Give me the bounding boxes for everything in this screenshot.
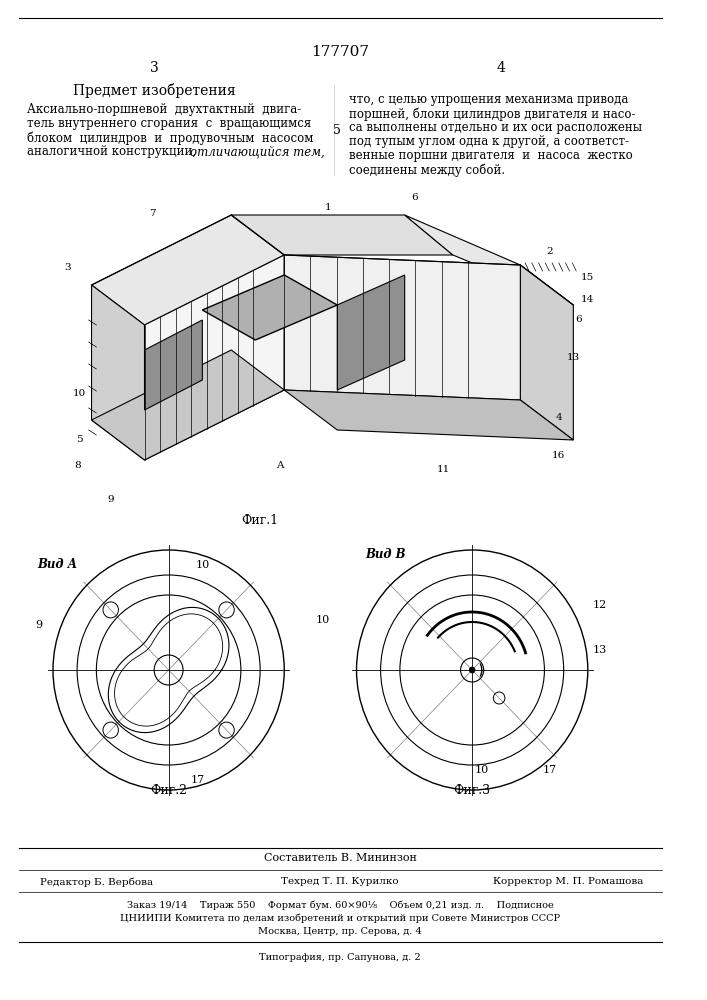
Text: Типография, пр. Сапунова, д. 2: Типография, пр. Сапунова, д. 2 <box>259 954 421 962</box>
Text: отличающийся тем,: отличающийся тем, <box>189 145 325 158</box>
Text: 9: 9 <box>107 495 114 504</box>
Polygon shape <box>144 255 284 460</box>
Circle shape <box>103 602 118 618</box>
Polygon shape <box>231 215 453 255</box>
Text: соединены между собой.: соединены между собой. <box>349 163 505 177</box>
Text: 12: 12 <box>592 600 607 610</box>
Text: Редактор Б. Вербова: Редактор Б. Вербова <box>40 877 153 887</box>
Text: Вид В: Вид В <box>366 548 406 562</box>
Text: 17: 17 <box>542 765 556 775</box>
Text: блоком  цилиндров  и  продувочным  насосом: блоком цилиндров и продувочным насосом <box>27 131 313 145</box>
Text: аналогичной конструкции,: аналогичной конструкции, <box>27 145 200 158</box>
Text: под тупым углом одна к другой, а соответст-: под тупым углом одна к другой, а соответ… <box>349 135 629 148</box>
Text: Фиг.2: Фиг.2 <box>150 784 187 796</box>
Polygon shape <box>202 275 337 340</box>
Text: венные поршни двигателя  и  насоса  жестко: венные поршни двигателя и насоса жестко <box>349 149 633 162</box>
Text: Составитель В. Мининзон: Составитель В. Мининзон <box>264 853 416 863</box>
Text: Вид А: Вид А <box>37 558 78 572</box>
Text: Корректор М. П. Ромашова: Корректор М. П. Ромашова <box>493 878 643 886</box>
Text: 9: 9 <box>35 620 42 630</box>
Text: Техред Т. П. Курилко: Техред Т. П. Курилко <box>281 878 399 886</box>
Text: поршней, блоки цилиндров двигателя и насо-: поршней, блоки цилиндров двигателя и нас… <box>349 107 636 121</box>
Text: 11: 11 <box>437 466 450 475</box>
Text: Аксиально-поршневой  двухтактный  двига-: Аксиально-поршневой двухтактный двига- <box>27 104 301 116</box>
Text: 177707: 177707 <box>311 45 369 59</box>
Text: что, с целью упрощения механизма привода: что, с целью упрощения механизма привода <box>349 94 629 106</box>
Text: тель внутреннего сгорания  с  вращающимся: тель внутреннего сгорания с вращающимся <box>27 117 311 130</box>
Text: 15: 15 <box>581 273 595 282</box>
Polygon shape <box>520 265 573 440</box>
Text: 4: 4 <box>496 61 506 75</box>
Text: 4: 4 <box>556 414 562 422</box>
Text: Заказ 19/14    Тираж 550    Формат бум. 60×90¹⁄₈    Объем 0,21 изд. л.    Подпис: Заказ 19/14 Тираж 550 Формат бум. 60×90¹… <box>127 900 554 910</box>
Text: 10: 10 <box>72 388 86 397</box>
Text: 17: 17 <box>190 775 204 785</box>
Text: 8: 8 <box>74 460 81 470</box>
Text: 16: 16 <box>552 450 566 460</box>
Polygon shape <box>91 215 284 325</box>
Text: ЦНИИПИ Комитета по делам изобретений и открытий при Совете Министров СССР: ЦНИИПИ Комитета по делам изобретений и о… <box>120 913 560 923</box>
Text: 10: 10 <box>195 560 209 570</box>
Polygon shape <box>284 255 520 400</box>
Circle shape <box>460 658 484 682</box>
Text: Предмет изобретения: Предмет изобретения <box>73 83 235 98</box>
Text: 13: 13 <box>567 354 580 362</box>
Text: са выполнены отдельно и их оси расположены: са выполнены отдельно и их оси расположе… <box>349 121 642 134</box>
Circle shape <box>103 722 118 738</box>
Polygon shape <box>337 275 404 390</box>
Text: 3: 3 <box>64 262 71 271</box>
Text: Фиг.3: Фиг.3 <box>454 784 491 796</box>
Polygon shape <box>404 215 573 305</box>
Circle shape <box>469 667 475 673</box>
Text: Фиг.1: Фиг.1 <box>242 514 279 526</box>
Text: 2: 2 <box>546 247 553 256</box>
Text: 13: 13 <box>592 645 607 655</box>
Text: 1: 1 <box>325 204 331 213</box>
Polygon shape <box>91 350 284 460</box>
Circle shape <box>219 602 234 618</box>
Text: 14: 14 <box>581 296 595 304</box>
Text: 5: 5 <box>333 123 341 136</box>
Circle shape <box>493 692 505 704</box>
Text: 3: 3 <box>150 61 158 75</box>
Polygon shape <box>284 390 573 440</box>
Text: 6: 6 <box>575 316 581 324</box>
Text: 5: 5 <box>76 436 82 444</box>
Text: 7: 7 <box>149 210 156 219</box>
Text: 10: 10 <box>474 765 489 775</box>
Circle shape <box>219 722 234 738</box>
Polygon shape <box>91 285 144 460</box>
Text: A: A <box>276 460 284 470</box>
Text: 10: 10 <box>315 615 330 625</box>
Text: Москва, Центр, пр. Серова, д. 4: Москва, Центр, пр. Серова, д. 4 <box>258 926 422 936</box>
Text: 6: 6 <box>411 194 418 202</box>
Polygon shape <box>144 320 202 410</box>
